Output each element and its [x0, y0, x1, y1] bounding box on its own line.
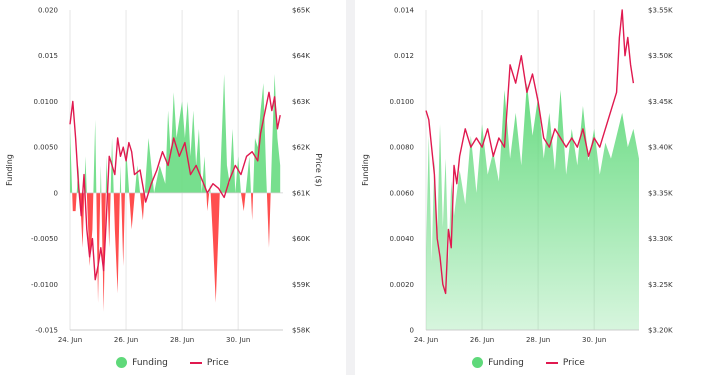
- funding-area-negative: [72, 192, 271, 312]
- y-tick-label: 0.0050: [34, 144, 59, 152]
- legend-right: Funding Price: [356, 357, 701, 368]
- funding-swatch: [472, 357, 484, 368]
- y-tick-label: 0.0100: [34, 98, 59, 106]
- y-tick-label: 0.012: [394, 52, 414, 60]
- y-tick-label: 0: [54, 189, 58, 197]
- x-tick-label: 28. Jun: [170, 336, 194, 344]
- y2-tick-label: $3.55K: [648, 7, 673, 15]
- y2-tick-label: $65K: [292, 7, 310, 15]
- y-axis-title: Funding: [361, 154, 370, 186]
- legend-label-funding: Funding: [488, 357, 524, 368]
- legend-left: Funding Price: [0, 357, 345, 368]
- y-tick-label: 0.0060: [390, 189, 415, 197]
- y2-tick-label: $3.35K: [648, 189, 673, 197]
- x-tick-label: 24. Jun: [58, 336, 82, 344]
- y-tick-label: 0: [410, 327, 414, 335]
- legend-item-price[interactable]: Price: [189, 357, 229, 368]
- y2-tick-label: $3.45K: [648, 98, 673, 106]
- y2-tick-label: $3.20K: [648, 327, 673, 335]
- y2-tick-label: $3.40K: [648, 144, 673, 152]
- price-line: [69, 91, 281, 281]
- x-tick-label: 26. Jun: [470, 336, 494, 344]
- x-tick-label: 24. Jun: [414, 336, 438, 344]
- y2-tick-label: $3.50K: [648, 52, 673, 60]
- y-tick-label: 0.020: [38, 7, 58, 15]
- funding-price-chart-left: 24. Jun 26. Jun 28. Jun 30. Jun -0.015 -0.010…: [5, 7, 323, 345]
- legend-label-price: Price: [206, 357, 229, 368]
- y-tick-label: 0.0040: [390, 235, 415, 243]
- x-tick-label: 30. Jun: [226, 336, 250, 344]
- x-tick-label: 28. Jun: [526, 336, 550, 344]
- legend-label-funding: Funding: [132, 357, 168, 368]
- y-tick-label: 0.0020: [390, 281, 415, 289]
- y2-tick-label: $59K: [292, 281, 310, 289]
- x-tick-label: 26. Jun: [114, 336, 138, 344]
- price-swatch: [545, 361, 558, 364]
- y-axis-title: Funding: [5, 154, 14, 186]
- y2-tick-label: $63K: [292, 98, 310, 106]
- y2-tick-label: $61K: [292, 189, 310, 197]
- y2-tick-label: $62K: [292, 144, 310, 152]
- y2-tick-label: $58K: [292, 327, 310, 335]
- y2-axis-title: Price ($): [314, 153, 323, 186]
- chart-panel-right: 24. Jun 26. Jun 28. Jun 30. Jun 0 0.0020 0.004…: [356, 0, 701, 375]
- price-line: [425, 9, 635, 295]
- y2-tick-label: $60K: [292, 235, 310, 243]
- chart-panel-left: 24. Jun 26. Jun 28. Jun 30. Jun -0.015 -0.010…: [0, 0, 345, 375]
- funding-price-chart-right: 24. Jun 26. Jun 28. Jun 30. Jun 0 0.0020 0.004…: [361, 7, 673, 345]
- y2-tick-label: $3.25K: [648, 281, 673, 289]
- y-tick-label: 0.0080: [390, 144, 415, 152]
- y-tick-label: -0.0050: [31, 235, 58, 243]
- legend-label-price: Price: [562, 357, 585, 368]
- panel-divider: [346, 0, 355, 375]
- funding-swatch: [116, 357, 128, 368]
- x-tick-label: 30. Jun: [582, 336, 606, 344]
- legend-item-price[interactable]: Price: [545, 357, 585, 368]
- funding-area-positive: [70, 74, 281, 193]
- y2-tick-label: $3.30K: [648, 235, 673, 243]
- y-tick-label: -0.0100: [31, 281, 58, 289]
- funding-area: [426, 83, 639, 331]
- y-tick-label: 0.015: [38, 52, 58, 60]
- y-tick-label: 0.0100: [390, 98, 415, 106]
- y-tick-label: -0.015: [35, 327, 58, 335]
- legend-item-funding[interactable]: Funding: [116, 357, 168, 368]
- y2-tick-label: $64K: [292, 52, 310, 60]
- y-tick-label: 0.014: [394, 7, 415, 15]
- price-swatch: [189, 361, 202, 364]
- legend-item-funding[interactable]: Funding: [472, 357, 524, 368]
